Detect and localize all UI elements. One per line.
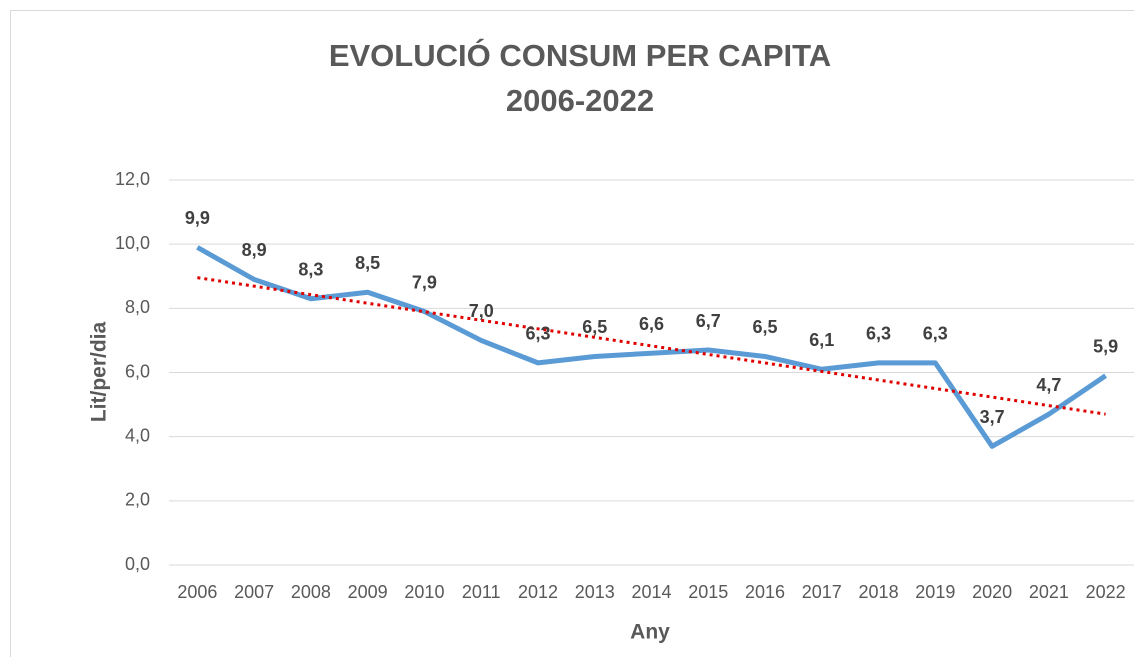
x-axis-label: Any (630, 621, 670, 644)
data-label: 5,9 (1093, 336, 1118, 356)
data-label: 3,7 (980, 407, 1005, 427)
y-tick-label: 12,0 (115, 169, 150, 189)
data-line (196, 245, 1108, 449)
x-tick-label: 2022 (1086, 582, 1126, 602)
x-tick-label: 2007 (234, 582, 274, 602)
chart-border (10, 10, 1134, 657)
data-label: 7,9 (412, 272, 437, 292)
data-label: 6,3 (525, 324, 550, 344)
data-label: 8,5 (355, 253, 380, 273)
y-tick-label: 2,0 (125, 490, 150, 510)
y-tick-label: 10,0 (115, 233, 150, 253)
x-tick-label: 2014 (631, 582, 671, 602)
data-label: 6,3 (866, 324, 891, 344)
x-tick-label: 2006 (177, 582, 217, 602)
x-tick-label: 2015 (688, 582, 728, 602)
data-label: 8,3 (298, 259, 323, 279)
chart-title: EVOLUCIÓ CONSUM PER CAPITA (329, 37, 831, 73)
data-label: 8,9 (242, 240, 267, 260)
trendline (197, 276, 1106, 416)
y-tick-label: 0,0 (125, 554, 150, 574)
data-label: 6,6 (639, 314, 664, 334)
x-tick-label: 2020 (972, 582, 1012, 602)
x-tick-label: 2008 (291, 582, 331, 602)
data-label: 9,9 (185, 208, 210, 228)
data-label: 6,3 (923, 324, 948, 344)
x-tick-label: 2018 (859, 582, 899, 602)
data-label: 4,7 (1036, 375, 1061, 395)
x-tick-label: 2012 (518, 582, 558, 602)
x-tick-label: 2009 (348, 582, 388, 602)
x-tick-label: 2019 (915, 582, 955, 602)
data-label: 6,5 (582, 317, 607, 337)
x-tick-label: 2016 (745, 582, 785, 602)
x-tick-label: 2011 (462, 582, 501, 602)
x-tick-label: 2017 (802, 582, 842, 602)
x-tick-label: 2013 (575, 582, 615, 602)
y-tick-label: 8,0 (125, 297, 150, 317)
chart-subtitle: 2006-2022 (506, 83, 654, 118)
y-tick-label: 6,0 (125, 361, 150, 381)
data-label: 6,7 (696, 311, 721, 331)
data-label: 7,0 (469, 301, 494, 321)
data-label: 6,5 (753, 317, 778, 337)
x-tick-label: 2010 (404, 582, 444, 602)
y-axis-label: Lit/per/dia (88, 322, 111, 423)
data-label: 6,1 (809, 330, 834, 350)
y-tick-label: 4,0 (125, 425, 150, 445)
x-tick-label: 2021 (1029, 582, 1069, 602)
